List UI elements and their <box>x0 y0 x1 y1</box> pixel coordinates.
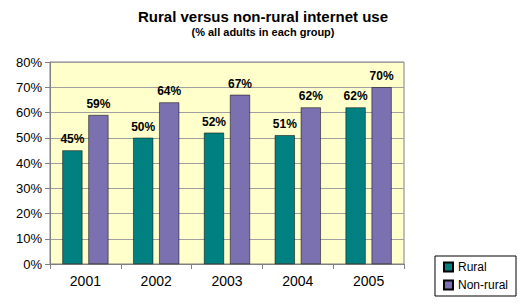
svg-text:40%: 40% <box>16 156 42 171</box>
svg-text:59%: 59% <box>86 97 110 111</box>
svg-text:52%: 52% <box>202 115 226 129</box>
svg-text:Non-rural: Non-rural <box>458 278 508 292</box>
svg-text:67%: 67% <box>228 77 252 91</box>
svg-text:2003: 2003 <box>211 273 242 289</box>
svg-text:51%: 51% <box>273 117 297 131</box>
svg-text:50%: 50% <box>131 120 155 134</box>
svg-text:2005: 2005 <box>353 273 384 289</box>
svg-text:2002: 2002 <box>141 273 172 289</box>
svg-text:70%: 70% <box>370 69 394 83</box>
svg-text:Rural: Rural <box>458 260 487 274</box>
svg-text:50%: 50% <box>16 130 42 145</box>
svg-text:45%: 45% <box>60 132 84 146</box>
svg-text:0%: 0% <box>23 257 42 272</box>
svg-text:2001: 2001 <box>70 273 101 289</box>
svg-text:64%: 64% <box>157 84 181 98</box>
svg-text:Rural versus non-rural interne: Rural versus non-rural internet use <box>138 8 388 25</box>
svg-text:(% all adults in each group): (% all adults in each group) <box>191 26 334 38</box>
svg-text:62%: 62% <box>344 89 368 103</box>
svg-text:2004: 2004 <box>282 273 313 289</box>
svg-text:20%: 20% <box>16 206 42 221</box>
svg-text:10%: 10% <box>16 231 42 246</box>
svg-text:60%: 60% <box>16 105 42 120</box>
svg-text:70%: 70% <box>16 80 42 95</box>
svg-text:62%: 62% <box>299 89 323 103</box>
svg-text:80%: 80% <box>16 55 42 70</box>
svg-text:30%: 30% <box>16 181 42 196</box>
